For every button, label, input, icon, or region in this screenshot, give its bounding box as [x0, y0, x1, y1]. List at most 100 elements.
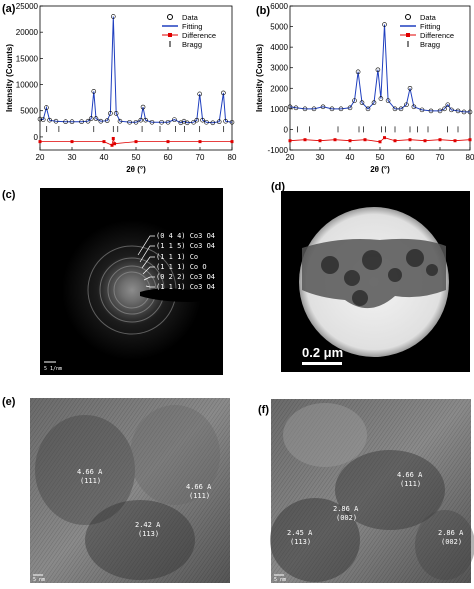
marker [449, 107, 454, 113]
marker [69, 119, 75, 125]
legend-label: Fitting [182, 22, 202, 31]
series-line [289, 24, 470, 113]
particle [283, 403, 367, 467]
marker [210, 120, 216, 126]
x-axis-label: 2θ (°) [126, 165, 146, 174]
x-tick-label: 30 [316, 153, 325, 162]
scale-bar [302, 362, 342, 365]
marker [200, 117, 205, 123]
plane: (111) [400, 480, 421, 488]
legend-swatch [406, 33, 410, 37]
marker [38, 140, 42, 144]
marker [159, 119, 164, 125]
y-tick-label: 15000 [16, 54, 39, 63]
legend-box [396, 10, 464, 50]
marker [138, 117, 144, 123]
marker [419, 107, 425, 113]
marker [428, 108, 434, 114]
y-axis-label: Intensity (Counts) [5, 44, 14, 112]
marker [287, 104, 293, 110]
marker [407, 85, 413, 91]
marker [338, 106, 344, 112]
marker [347, 105, 353, 111]
marker [37, 116, 43, 122]
marker [355, 69, 361, 75]
y-tick-label: 10000 [16, 81, 39, 90]
plane: (113) [290, 538, 311, 546]
plane: (111) [189, 492, 210, 500]
marker [143, 117, 148, 123]
ring-label: (1 1 1) Co O [156, 263, 207, 271]
marker [378, 140, 382, 144]
marker [445, 102, 451, 108]
marker [216, 119, 222, 125]
y-tick-label: 4000 [270, 43, 288, 52]
d-spacing: 2.86 A [438, 529, 464, 537]
marker [378, 96, 384, 101]
particle [35, 415, 135, 525]
marker [311, 106, 317, 112]
marker [467, 109, 473, 115]
panel-f: (f) 4.66 A (111) 2.86 A (002) 2.45 A (11… [258, 399, 474, 583]
marker [363, 138, 367, 142]
x-tick-label: 80 [466, 153, 474, 162]
y-tick-label: 2000 [270, 84, 288, 93]
plane: (113) [138, 530, 159, 538]
marker [102, 140, 106, 144]
marker [108, 111, 113, 116]
legend-label: Bragg [420, 40, 440, 49]
legend-label: Data [182, 13, 199, 22]
marker [88, 116, 94, 121]
marker [166, 140, 170, 144]
marker [110, 14, 116, 19]
marker [204, 119, 209, 125]
d-spacing: 4.66 A [397, 471, 423, 479]
marker [191, 119, 196, 125]
ring-label: (1 1 1) Co [156, 253, 198, 261]
marker [140, 104, 146, 110]
panel-label: (d) [271, 181, 285, 193]
y-tick-label: 25000 [16, 2, 39, 11]
panel-label: (e) [2, 396, 16, 408]
marker [352, 98, 357, 103]
series-line [39, 16, 233, 124]
marker [398, 106, 404, 112]
x-tick-label: 70 [196, 153, 205, 162]
marker [230, 140, 234, 144]
panel-e: (e) 4.66 A (111) 4.66 A (111) 2.42 A (11… [2, 396, 230, 583]
marker [98, 118, 104, 124]
marker [303, 138, 307, 142]
marker [383, 136, 386, 140]
particle [270, 498, 360, 582]
marker [85, 118, 91, 124]
marker [149, 119, 155, 125]
marker [110, 143, 114, 147]
marker [133, 119, 139, 125]
x-axis-label: 2θ (°) [370, 165, 390, 174]
scale-label: 5 nm [33, 577, 45, 583]
chart: (a) 20 30 40 50 60 70 80 0 5000 10000 15000 20000 250… [2, 2, 237, 174]
x-tick-label: 40 [100, 153, 109, 162]
marker [79, 119, 84, 125]
marker [53, 118, 59, 124]
marker [104, 118, 110, 123]
x-tick-label: 20 [36, 153, 45, 162]
marker [302, 106, 308, 112]
series-line [40, 138, 232, 146]
marker [333, 138, 337, 142]
marker [288, 139, 292, 143]
marker [134, 140, 138, 144]
diffraction-glow [62, 220, 202, 360]
marker [371, 100, 377, 105]
marker [221, 90, 226, 96]
particle [85, 500, 195, 580]
x-tick-label: 70 [436, 153, 445, 162]
legend-label: Difference [182, 31, 216, 40]
chart: (b) 20 30 40 50 60 70 80 -1000 0 1000 2000 3000 4000 5… [255, 2, 474, 174]
x-tick-label: 60 [164, 153, 173, 162]
marker [455, 108, 461, 114]
marker [453, 139, 457, 143]
y-tick-label: 6000 [270, 2, 288, 11]
legend-swatch [167, 14, 173, 20]
charts: (a)20 30 40 50 60 70 8005000100001500020000250… [2, 2, 474, 174]
